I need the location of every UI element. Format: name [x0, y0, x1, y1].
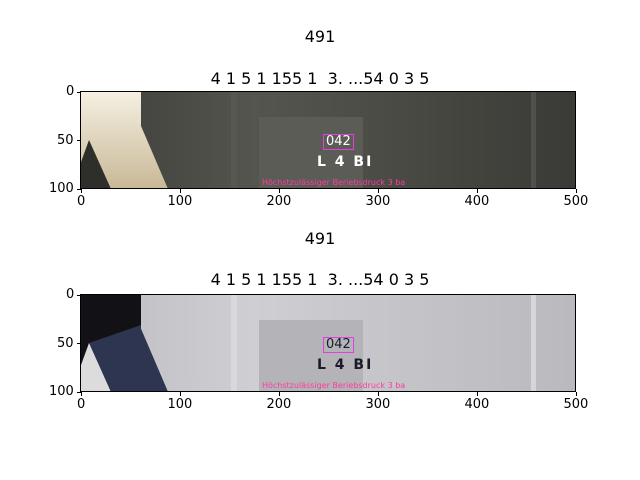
x-tick-mark [575, 189, 577, 193]
streak [531, 295, 536, 392]
x-tick-mark [80, 392, 82, 396]
streak [231, 295, 237, 392]
x-tick-mark [377, 189, 379, 193]
y-tick-label: 100 [49, 384, 74, 399]
figure-suptitle-bottom: 491 [304, 229, 336, 248]
x-tick-label: 400 [464, 194, 490, 209]
left-shadow [89, 325, 168, 392]
image-panel-bottom: 042 L 4 BI Höchstzulässiger Beriebsdruck… [81, 295, 576, 392]
x-tick-label: 100 [167, 397, 193, 412]
figure-suptitle-top: 491 [304, 27, 336, 46]
x-tick-label: 300 [365, 194, 391, 209]
x-tick-label: 400 [464, 397, 490, 412]
image-panel-bottom-svg [81, 295, 576, 392]
streak [231, 92, 237, 189]
x-tick-mark [179, 392, 181, 396]
x-tick-mark [377, 392, 379, 396]
stamp-code-top: 042 [323, 134, 354, 150]
stamp-text-top: Höchstzulässiger Beriebsdruck 3 ba [262, 178, 406, 187]
x-tick-mark [575, 392, 577, 396]
y-tick-label: 50 [57, 132, 74, 148]
y-tick-label: 50 [57, 335, 74, 351]
y-tick-mark [77, 91, 81, 93]
chart-title-top: 4 1 5 1 155 1 3. ...54 0 3 5 [210, 69, 430, 88]
x-tick-mark [278, 189, 280, 193]
x-tick-mark [476, 189, 478, 193]
x-tick-label: 300 [365, 397, 391, 412]
x-tick-label: 200 [266, 194, 292, 209]
image-panel-top: 042 L 4 BI Höchstzulässiger Beriebsdruck… [81, 92, 576, 189]
chart-title-bottom: 4 1 5 1 155 1 3. ...54 0 3 5 [210, 270, 430, 289]
left-shadow [81, 140, 111, 189]
stamp-sub-top: L 4 BI [317, 154, 374, 170]
stamp-sub-bottom: L 4 BI [317, 357, 374, 373]
y-tick-mark [77, 391, 81, 393]
y-tick-mark [77, 188, 81, 190]
x-tick-mark [179, 189, 181, 193]
x-tick-label: 200 [266, 397, 292, 412]
y-tick-mark [77, 294, 81, 296]
stamp-code-bottom: 042 [323, 337, 354, 353]
y-tick-mark [77, 140, 81, 141]
stamp-text-bottom: Höchstzulässiger Beriebsdruck 3 ba [262, 381, 406, 390]
y-tick-label: 0 [66, 84, 75, 99]
left-highlight [81, 343, 111, 392]
image-panel-top-svg [81, 92, 576, 189]
plate [259, 320, 363, 392]
x-tick-label: 0 [77, 397, 86, 412]
x-tick-label: 500 [563, 194, 589, 209]
plate [259, 117, 363, 189]
x-tick-mark [278, 392, 280, 396]
streak [531, 92, 536, 189]
x-tick-mark [476, 392, 478, 396]
x-tick-mark [80, 189, 82, 193]
x-tick-label: 100 [167, 194, 193, 209]
left-region [81, 92, 168, 189]
x-tick-label: 500 [563, 397, 589, 412]
x-tick-label: 0 [77, 194, 86, 209]
y-tick-label: 0 [66, 287, 75, 302]
y-tick-label: 100 [49, 181, 74, 196]
y-tick-mark [77, 343, 81, 344]
